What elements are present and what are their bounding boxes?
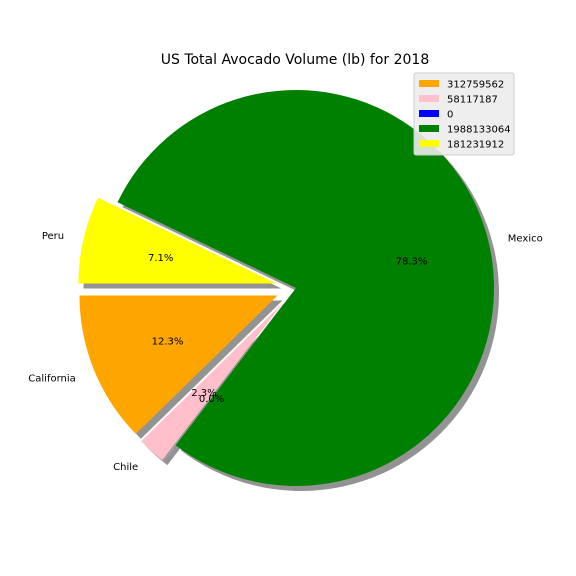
slice-labels: California 12.3% Chile 2.3%0.0% Mexico 78.3% P… bbox=[28, 231, 542, 473]
slice-mexico bbox=[117, 89, 494, 486]
legend-swatch-1 bbox=[419, 95, 439, 102]
legend-entry-3: 1988133064 bbox=[447, 125, 511, 136]
legend-box bbox=[413, 72, 515, 156]
pie-slices bbox=[78, 89, 494, 486]
legend-swatch-2 bbox=[419, 110, 439, 117]
chart-title: US Total Avocado Volume (lb) for 2018 bbox=[161, 52, 430, 68]
slice-pct-zero-slice: 0.0% bbox=[199, 394, 224, 405]
slice-chile bbox=[141, 302, 283, 461]
slice-pct-peru: 7.1% bbox=[148, 253, 173, 264]
legend-entry-0: 312759562 bbox=[447, 80, 504, 91]
slice-label-mexico: Mexico bbox=[508, 233, 543, 244]
legend-entry-4: 181231912 bbox=[447, 140, 504, 151]
legend-entry-1: 58117187 bbox=[447, 95, 498, 106]
slice-pct-chile: 2.3% bbox=[191, 388, 216, 399]
slice-label-california: California bbox=[28, 374, 76, 385]
slice-label-chile: Chile bbox=[113, 462, 138, 473]
legend: 312759562 58117187 0 1988133064 181231912 bbox=[413, 72, 515, 156]
legend-swatch-3 bbox=[419, 125, 439, 132]
legend-swatch-0 bbox=[419, 80, 439, 87]
slice-label-peru: Peru bbox=[42, 231, 64, 242]
slice-peru bbox=[78, 197, 277, 284]
legend-swatch-4 bbox=[419, 140, 439, 147]
slice-pct-california: 12.3% bbox=[152, 336, 184, 347]
slice-california bbox=[79, 295, 278, 434]
slice-pct-mexico: 78.3% bbox=[396, 256, 428, 267]
legend-entry-2: 0 bbox=[447, 110, 453, 121]
